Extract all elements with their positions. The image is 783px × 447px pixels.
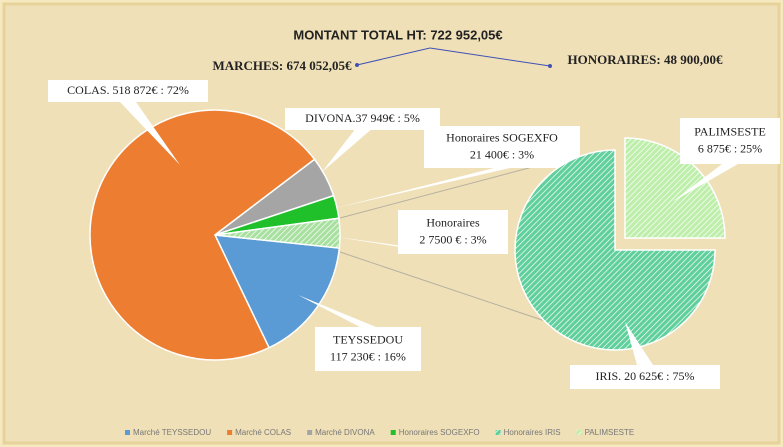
legend-label: Honoraires SOGEXFO [399, 428, 480, 437]
legend-label: Marché DIVONA [315, 428, 375, 437]
data-label: IRIS. 20 625€ : 75% [596, 369, 695, 383]
callout-pointer [672, 164, 738, 202]
legend-swatch [576, 430, 582, 435]
data-label: DIVONA.37 949€ : 5% [305, 111, 420, 125]
annotation: HONORAIRES: 48 900,00€ [568, 52, 723, 67]
callout-pointer [120, 102, 180, 165]
data-label: Honoraires [426, 215, 480, 229]
pie-slice [624, 137, 726, 239]
data-label: 117 230€ : 16% [330, 349, 406, 363]
callout-box [424, 126, 580, 168]
pie-slice [89, 109, 316, 361]
callout-pointer [322, 130, 371, 172]
callout-box [285, 108, 440, 130]
pie-slice [514, 149, 716, 351]
chart-title: MONTANT TOTAL HT: 722 952,05€ [293, 27, 502, 42]
connector [339, 164, 541, 219]
legend-swatch [125, 430, 130, 435]
arrow-head [355, 63, 359, 67]
legend-label: Marché COLAS [235, 428, 291, 437]
legend-label: Honoraires IRIS [504, 428, 561, 437]
legend-label: PALIMSESTE [585, 428, 635, 437]
data-label: PALIMSESTE [694, 124, 766, 138]
callout-pointer [298, 295, 376, 327]
callout-box [570, 365, 720, 389]
data-label: 21 400€ : 3% [470, 147, 534, 161]
data-label: 6 875€ : 25% [698, 141, 762, 155]
legend-swatch [390, 430, 396, 435]
data-label: Honoraires SOGEXFO [446, 130, 558, 144]
callout-box [398, 210, 508, 254]
callout-box [315, 327, 421, 371]
callout-pointer [336, 168, 510, 208]
arrow-head [548, 64, 552, 68]
legend-swatch [495, 430, 501, 435]
annotation: MARCHES: 674 052,05€ [212, 58, 352, 73]
data-label: TEYSSEDOU [333, 332, 403, 346]
pie-slice [214, 217, 341, 249]
legend-swatch [307, 430, 313, 435]
legend-swatch [227, 430, 233, 435]
legend-label: Marché TEYSSEDOU [133, 428, 211, 437]
pie-slice [213, 234, 341, 349]
callout-box [680, 118, 780, 164]
arrow [356, 47, 431, 66]
data-label: 2 7500 € : 3% [419, 232, 486, 246]
connector [339, 251, 549, 323]
callout-box [48, 80, 208, 102]
callout-pointer [625, 322, 653, 365]
arrow [429, 47, 551, 67]
data-label: COLAS. 518 872€ : 72% [67, 83, 189, 97]
